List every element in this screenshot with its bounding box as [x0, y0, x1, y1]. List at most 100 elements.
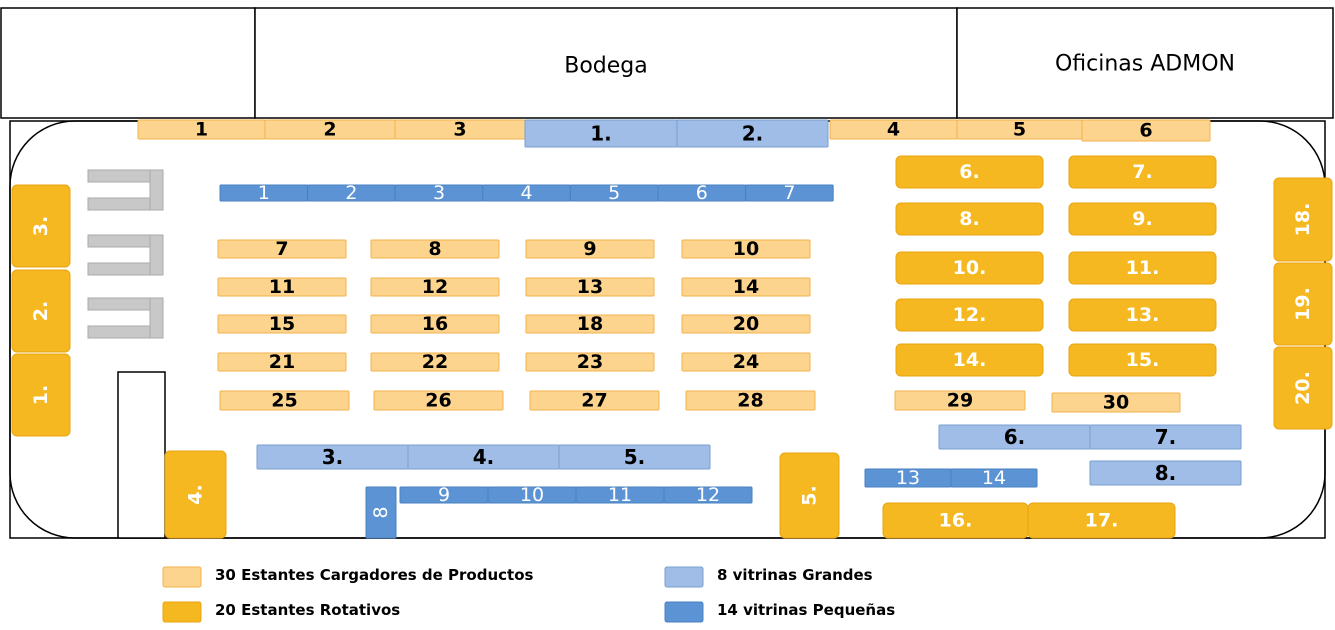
- unit-box: [217, 239, 347, 259]
- column: [117, 371, 166, 539]
- unit-label: 16: [422, 313, 448, 335]
- unit-box: [558, 444, 711, 470]
- unit-label: 8: [428, 238, 441, 260]
- unit-box: [895, 298, 1044, 332]
- unit-label: 8: [370, 506, 392, 518]
- unit-label: 4: [887, 119, 900, 141]
- room: [0, 7, 256, 119]
- shelf-icon: [149, 234, 164, 276]
- unit-label: 2: [345, 182, 357, 204]
- unit-label: 2.: [742, 122, 764, 146]
- unit-box: [1081, 119, 1211, 142]
- unit-box: [1089, 424, 1242, 450]
- unit-label: 3.: [322, 445, 344, 469]
- unit-label: 25: [271, 390, 297, 412]
- legend-swatch: [664, 566, 704, 588]
- unit-label: 6.: [1004, 425, 1026, 449]
- unit-label: 5: [1013, 119, 1026, 141]
- unit-label: 8.: [1155, 461, 1177, 485]
- unit-label: 6: [696, 182, 708, 204]
- unit-box: [1068, 251, 1217, 285]
- unit-label: 13: [896, 467, 920, 489]
- unit-box: [895, 202, 1044, 236]
- unit-box: [365, 486, 397, 539]
- unit-box: [525, 239, 655, 259]
- unit-box: [370, 277, 500, 297]
- unit-label: 7: [783, 182, 795, 204]
- unit-box: [11, 184, 71, 268]
- unit-box: [681, 314, 811, 334]
- unit-box: [1068, 155, 1217, 189]
- unit-box: [373, 390, 504, 411]
- unit-label: 10: [520, 484, 544, 506]
- unit-label: 2.: [30, 301, 52, 321]
- unit-label: 3: [453, 119, 466, 141]
- unit-box: [779, 452, 840, 539]
- unit-label: 17.: [1085, 510, 1119, 532]
- unit-label: 6.: [959, 161, 979, 183]
- unit-box: [1273, 346, 1333, 430]
- unit-label: 28: [737, 390, 763, 412]
- unit-label: 10.: [953, 257, 987, 279]
- room: [254, 7, 958, 119]
- unit-label: 24: [733, 351, 759, 373]
- unit-box: [895, 155, 1044, 189]
- unit-box: [676, 119, 829, 148]
- unit-label: 5.: [799, 485, 821, 505]
- unit-box: [1089, 460, 1242, 486]
- legend-swatch: [162, 601, 202, 623]
- legend-label: 14 vitrinas Pequeñas: [717, 601, 895, 619]
- unit-label: 15.: [1126, 349, 1160, 371]
- legend-label: 8 vitrinas Grandes: [717, 566, 873, 584]
- legend-swatch: [664, 601, 704, 623]
- unit-box: [529, 390, 660, 411]
- legend-label: 30 Estantes Cargadores de Productos: [215, 566, 533, 584]
- unit-label: 1.: [30, 385, 52, 405]
- unit-label: 22: [422, 351, 448, 373]
- unit-label: 3.: [30, 216, 52, 236]
- unit-label: 30: [1103, 392, 1129, 414]
- unit-box: [681, 277, 811, 297]
- unit-box: [525, 277, 655, 297]
- unit-label: 12: [696, 484, 720, 506]
- unit-box: [1068, 343, 1217, 377]
- unit-box: [370, 239, 500, 259]
- unit-box: [370, 314, 500, 334]
- unit-box: [525, 352, 655, 372]
- unit-label: 23: [577, 351, 603, 373]
- unit-box: [370, 352, 500, 372]
- shelf-icon: [149, 297, 164, 339]
- unit-box: [219, 390, 350, 411]
- unit-label: 16.: [939, 510, 973, 532]
- unit-label: 4.: [185, 484, 207, 504]
- unit-box: [895, 343, 1044, 377]
- unit-label: 9: [583, 238, 596, 260]
- unit-box: [525, 314, 655, 334]
- unit-box: [950, 468, 1038, 488]
- unit-box: [681, 352, 811, 372]
- unit-label: 12: [422, 276, 448, 298]
- unit-box: [663, 486, 753, 504]
- unit-label: 14.: [953, 349, 987, 371]
- room-label: Bodega: [564, 54, 648, 79]
- unit-box: [1027, 502, 1176, 539]
- unit-box: [1068, 202, 1217, 236]
- unit-label: 8.: [959, 208, 979, 230]
- unit-label: 11: [269, 276, 295, 298]
- unit-label: 29: [947, 390, 973, 412]
- unit-label: 1.: [590, 122, 612, 146]
- unit-box: [894, 390, 1026, 411]
- unit-box: [217, 314, 347, 334]
- unit-box: [217, 352, 347, 372]
- unit-label: 15: [269, 313, 295, 335]
- unit-label: 4.: [473, 445, 495, 469]
- unit-label: 13.: [1126, 304, 1160, 326]
- legend-swatch: [162, 566, 202, 588]
- unit-label: 6: [1139, 120, 1152, 142]
- unit-box: [1068, 298, 1217, 332]
- unit-label: 3: [433, 182, 445, 204]
- room-label: Oficinas ADMON: [1055, 52, 1235, 77]
- unit-label: 18.: [1292, 203, 1314, 237]
- room: [956, 7, 1334, 119]
